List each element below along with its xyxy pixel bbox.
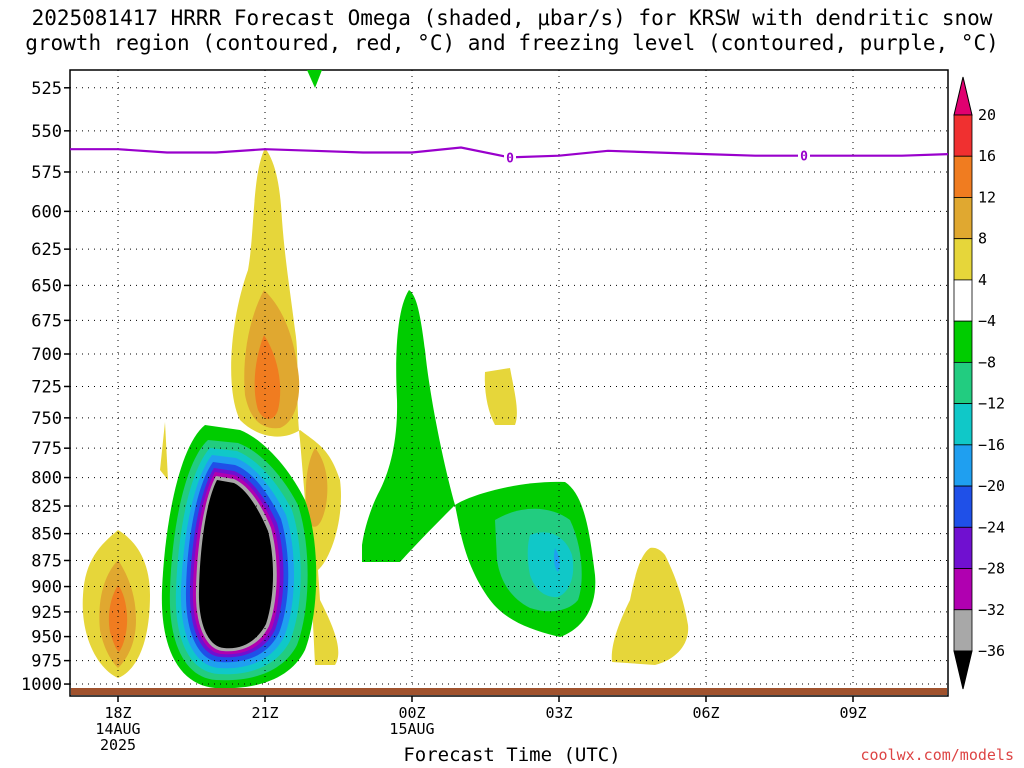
colorbar: 20 16 12 8 4 −4 −8 −12 −16 −20 −24 −28 −32 −36: [953, 76, 1005, 690]
colorbar-band-12: [953, 609, 973, 652]
colorbar-band-6: [953, 361, 973, 405]
x-tick-sublabel-18Z-0: 14AUG: [95, 720, 140, 738]
freezing-level-label-1: 0: [800, 150, 808, 165]
x-axis-label: Forecast Time (UTC): [403, 744, 621, 766]
y-tick-label-575: 575: [31, 163, 62, 183]
colorbar-label-0: 20: [978, 106, 996, 124]
y-tick-label-625: 625: [31, 240, 62, 260]
freezing-level-label-0: 0: [506, 151, 514, 166]
colorbar-band-3: [953, 238, 973, 281]
y-tick-label-875: 875: [31, 551, 62, 571]
omega-area-small-yellow: [484, 368, 517, 425]
y-tick-label-975: 975: [31, 652, 62, 672]
colorbar-label-1: 16: [978, 147, 996, 165]
colorbar-label-3: 8: [978, 230, 987, 248]
omega-shading: [82, 70, 689, 689]
chart-title: 2025081417 HRRR Forecast Omega (shaded, …: [0, 6, 1024, 56]
colorbar-label-11: −28: [978, 560, 1005, 578]
x-tick-label-06Z: 06Z: [692, 704, 719, 722]
y-tick-label-850: 850: [31, 525, 62, 545]
y-tick-label-925: 925: [31, 603, 62, 623]
freezing-label-bg-1: [798, 147, 810, 164]
colorbar-label-2: 12: [978, 188, 996, 206]
colorbar-label-4: 4: [978, 271, 987, 289]
colorbar-label-7: −12: [978, 395, 1005, 413]
colorbar-band-8: [953, 444, 973, 487]
omega-area-left-orange: [108, 585, 128, 652]
y-tick-label-750: 750: [31, 409, 62, 429]
omega-area-right-yellow: [611, 547, 689, 665]
colorbar-label-13: −36: [978, 642, 1005, 660]
omega-area-sliver-yellow: [160, 422, 168, 480]
colorbar-label-10: −24: [978, 518, 1005, 536]
omega-area-plume-orange: [254, 335, 281, 419]
colorbar-label-5: −4: [978, 312, 996, 330]
title-line-2: growth region (contoured, red, °C) and f…: [25, 31, 999, 55]
omega-area-broad-cyan: [527, 532, 574, 598]
y-tick-label-950: 950: [31, 628, 62, 648]
y-tick-label-900: 900: [31, 578, 62, 598]
colorbar-band-4: [953, 279, 973, 322]
omega-area-plume-gold-lower: [305, 448, 328, 527]
grid: [70, 70, 948, 696]
colorbar-band-0: [953, 114, 973, 157]
colorbar-band-1: [953, 155, 973, 198]
y-tick-label-550: 550: [31, 122, 62, 142]
colorbar-band-5: [953, 320, 973, 363]
y-tick-label-800: 800: [31, 469, 62, 489]
x-tick-label-18Z: 18Z: [104, 704, 131, 722]
omega-area-cell-black: [198, 480, 274, 649]
credit-text: coolwx.com/models: [860, 746, 1014, 764]
omega-area-top-green: [307, 70, 322, 88]
colorbar-band-10: [953, 526, 973, 569]
plot-frame: [69, 69, 949, 697]
x-tick-label-09Z: 09Z: [839, 704, 866, 722]
x-tick-sublabel-18Z-1: 2025: [100, 736, 136, 754]
y-axis: 525 550 575 600 625 650 675 700 725 750 775 800 825 8…: [21, 79, 70, 695]
y-tick-label-1000: 1000: [21, 675, 62, 695]
y-tick-label-725: 725: [31, 377, 62, 397]
y-tick-label-600: 600: [31, 202, 62, 222]
x-tick-label-21Z: 21Z: [251, 704, 278, 722]
y-tick-label-775: 775: [31, 439, 62, 459]
y-tick-label-675: 675: [31, 311, 62, 331]
colorbar-top-triangle: [953, 76, 973, 116]
y-tick-label-700: 700: [31, 345, 62, 365]
colorbar-band-9: [953, 485, 973, 528]
y-tick-label-525: 525: [31, 79, 62, 99]
colorbar-bottom-triangle: [953, 650, 973, 690]
y-tick-label-825: 825: [31, 497, 62, 517]
x-tick-sublabel-00Z-0: 15AUG: [389, 720, 434, 738]
omega-area-finger-green: [362, 290, 455, 562]
colorbar-label-9: −20: [978, 477, 1005, 495]
colorbar-label-6: −8: [978, 353, 996, 371]
colorbar-band-7: [953, 403, 973, 446]
freezing-label-bg-0: [504, 149, 516, 166]
colorbar-label-8: −16: [978, 436, 1005, 454]
y-tick-label-650: 650: [31, 276, 62, 296]
x-tick-label-03Z: 03Z: [545, 704, 572, 722]
title-line-1: 2025081417 HRRR Forecast Omega (shaded, …: [31, 6, 993, 30]
colorbar-band-2: [953, 197, 973, 240]
surface-strip: [71, 688, 947, 695]
colorbar-band-11: [953, 568, 973, 611]
colorbar-label-12: −32: [978, 601, 1005, 619]
x-tick-label-00Z: 00Z: [398, 704, 425, 722]
